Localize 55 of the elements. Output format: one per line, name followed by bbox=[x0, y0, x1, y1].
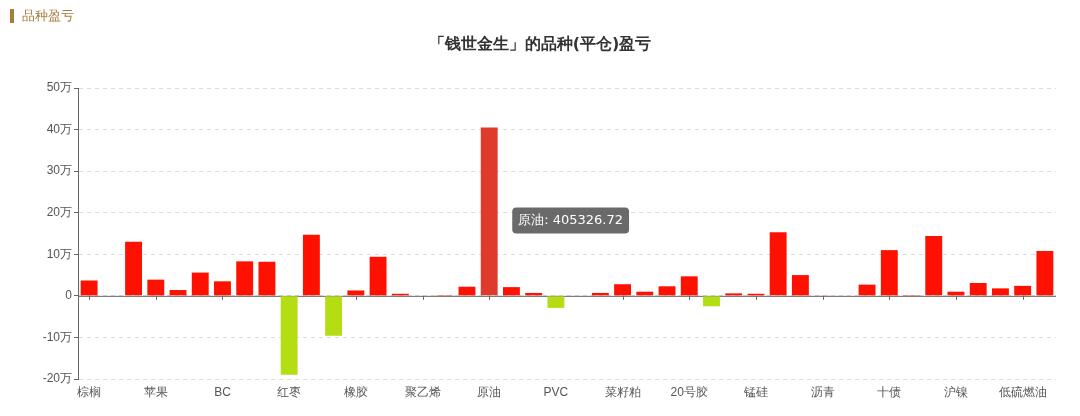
x-tick-label: 苹果 bbox=[143, 384, 168, 399]
bar bbox=[769, 232, 787, 296]
bar bbox=[725, 293, 743, 296]
x-tick-label: 沪镍 bbox=[943, 384, 968, 399]
bar bbox=[347, 290, 365, 296]
bar bbox=[125, 241, 143, 296]
bar bbox=[214, 281, 231, 296]
bar bbox=[325, 296, 343, 336]
y-tick-label: 0 bbox=[65, 288, 73, 303]
x-tick-label: 菜籽粕 bbox=[604, 384, 641, 399]
bar bbox=[858, 284, 876, 296]
x-tick-label: 低硫燃油 bbox=[998, 384, 1047, 399]
y-tick-label: 40万 bbox=[46, 121, 72, 136]
bar bbox=[369, 256, 387, 296]
bar bbox=[680, 276, 698, 296]
x-tick-label: 橡胶 bbox=[343, 384, 368, 399]
chart-title: 「钱世金生」的品种(平仓)盈亏 bbox=[427, 34, 653, 55]
bar bbox=[1014, 285, 1032, 296]
bar bbox=[1036, 250, 1054, 296]
x-tick-label: 聚乙烯 bbox=[404, 384, 441, 399]
bar bbox=[658, 286, 676, 296]
annotation: 原油: 405326.72 bbox=[518, 211, 624, 227]
bar bbox=[614, 284, 632, 296]
y-tick-label: 10万 bbox=[46, 246, 72, 261]
x-tick-label: 十债 bbox=[877, 384, 902, 399]
x-tick-label: 锰硅 bbox=[742, 384, 768, 399]
x-tick-label: 棕榈 bbox=[77, 384, 102, 399]
y-tick-label: -10万 bbox=[42, 329, 72, 344]
bar bbox=[280, 296, 298, 375]
y-tick-label: -20万 bbox=[42, 371, 72, 386]
bar bbox=[925, 235, 943, 296]
chart-subtitle: 品种盈亏 bbox=[22, 7, 74, 25]
x-tick-label: BC bbox=[214, 384, 232, 399]
x-tick-label: PVC bbox=[543, 384, 569, 399]
bar bbox=[703, 296, 720, 307]
bar bbox=[258, 261, 276, 296]
bar bbox=[191, 272, 209, 296]
y-tick-label: 20万 bbox=[46, 205, 72, 220]
bar bbox=[480, 127, 498, 296]
bar bbox=[991, 288, 1009, 296]
bar bbox=[302, 234, 320, 296]
bar bbox=[80, 280, 98, 296]
x-tick-label: 红枣 bbox=[277, 384, 302, 399]
y-tick-label: 50万 bbox=[46, 80, 72, 95]
x-tick-label: 原油 bbox=[477, 384, 502, 399]
bar bbox=[236, 261, 254, 296]
y-tick-label: 30万 bbox=[46, 163, 72, 178]
bar bbox=[880, 250, 898, 296]
bar bbox=[147, 279, 165, 296]
x-tick-label: 沥青 bbox=[810, 384, 835, 399]
bar bbox=[547, 296, 565, 308]
x-tick-label: 20号胶 bbox=[670, 384, 708, 399]
bar bbox=[791, 275, 809, 296]
bar bbox=[502, 287, 520, 296]
bar bbox=[969, 282, 987, 296]
